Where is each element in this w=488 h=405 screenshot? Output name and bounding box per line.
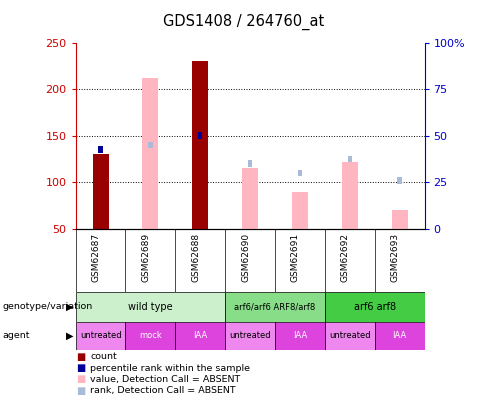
- Text: percentile rank within the sample: percentile rank within the sample: [90, 364, 250, 373]
- Bar: [192, 61, 208, 229]
- Text: ▶: ▶: [65, 302, 73, 312]
- Bar: [375, 322, 425, 350]
- Bar: [148, 142, 153, 148]
- Bar: [392, 210, 407, 229]
- Bar: [248, 160, 252, 167]
- Text: IAA: IAA: [293, 331, 307, 340]
- Text: mock: mock: [139, 331, 162, 340]
- Bar: [76, 292, 225, 322]
- Text: GSM62687: GSM62687: [92, 232, 101, 281]
- Text: IAA: IAA: [392, 331, 407, 340]
- Bar: [142, 78, 159, 229]
- Bar: [98, 146, 103, 153]
- Text: GDS1408 / 264760_at: GDS1408 / 264760_at: [163, 14, 325, 30]
- Text: agent: agent: [2, 331, 30, 340]
- Text: IAA: IAA: [193, 331, 207, 340]
- Text: genotype/variation: genotype/variation: [2, 302, 93, 311]
- Bar: [298, 170, 302, 176]
- Bar: [292, 192, 308, 229]
- Bar: [242, 168, 258, 229]
- Text: rank, Detection Call = ABSENT: rank, Detection Call = ABSENT: [90, 386, 236, 395]
- Text: ■: ■: [76, 352, 85, 362]
- Text: ■: ■: [76, 386, 85, 396]
- Bar: [125, 322, 175, 350]
- Bar: [347, 156, 352, 162]
- Bar: [225, 322, 275, 350]
- Text: value, Detection Call = ABSENT: value, Detection Call = ABSENT: [90, 375, 241, 384]
- Text: untreated: untreated: [80, 331, 122, 340]
- Text: ■: ■: [76, 363, 85, 373]
- Text: GSM62693: GSM62693: [390, 232, 400, 281]
- Text: ■: ■: [76, 375, 85, 384]
- Text: ▶: ▶: [65, 331, 73, 341]
- Bar: [275, 322, 325, 350]
- Bar: [93, 154, 108, 229]
- Text: arf6 arf8: arf6 arf8: [354, 302, 396, 312]
- Text: untreated: untreated: [329, 331, 370, 340]
- Bar: [76, 322, 125, 350]
- Bar: [175, 322, 225, 350]
- Bar: [225, 292, 325, 322]
- Text: GSM62688: GSM62688: [191, 232, 200, 281]
- Text: GSM62690: GSM62690: [241, 232, 250, 281]
- Text: count: count: [90, 352, 117, 361]
- Bar: [342, 162, 358, 229]
- Text: GSM62689: GSM62689: [142, 232, 150, 281]
- Text: wild type: wild type: [128, 302, 173, 312]
- Text: GSM62692: GSM62692: [341, 232, 350, 281]
- Bar: [397, 177, 402, 183]
- Text: GSM62691: GSM62691: [291, 232, 300, 281]
- Bar: [198, 132, 203, 139]
- Text: untreated: untreated: [229, 331, 271, 340]
- Text: arf6/arf6 ARF8/arf8: arf6/arf6 ARF8/arf8: [234, 302, 316, 311]
- Bar: [325, 292, 425, 322]
- Bar: [325, 322, 375, 350]
